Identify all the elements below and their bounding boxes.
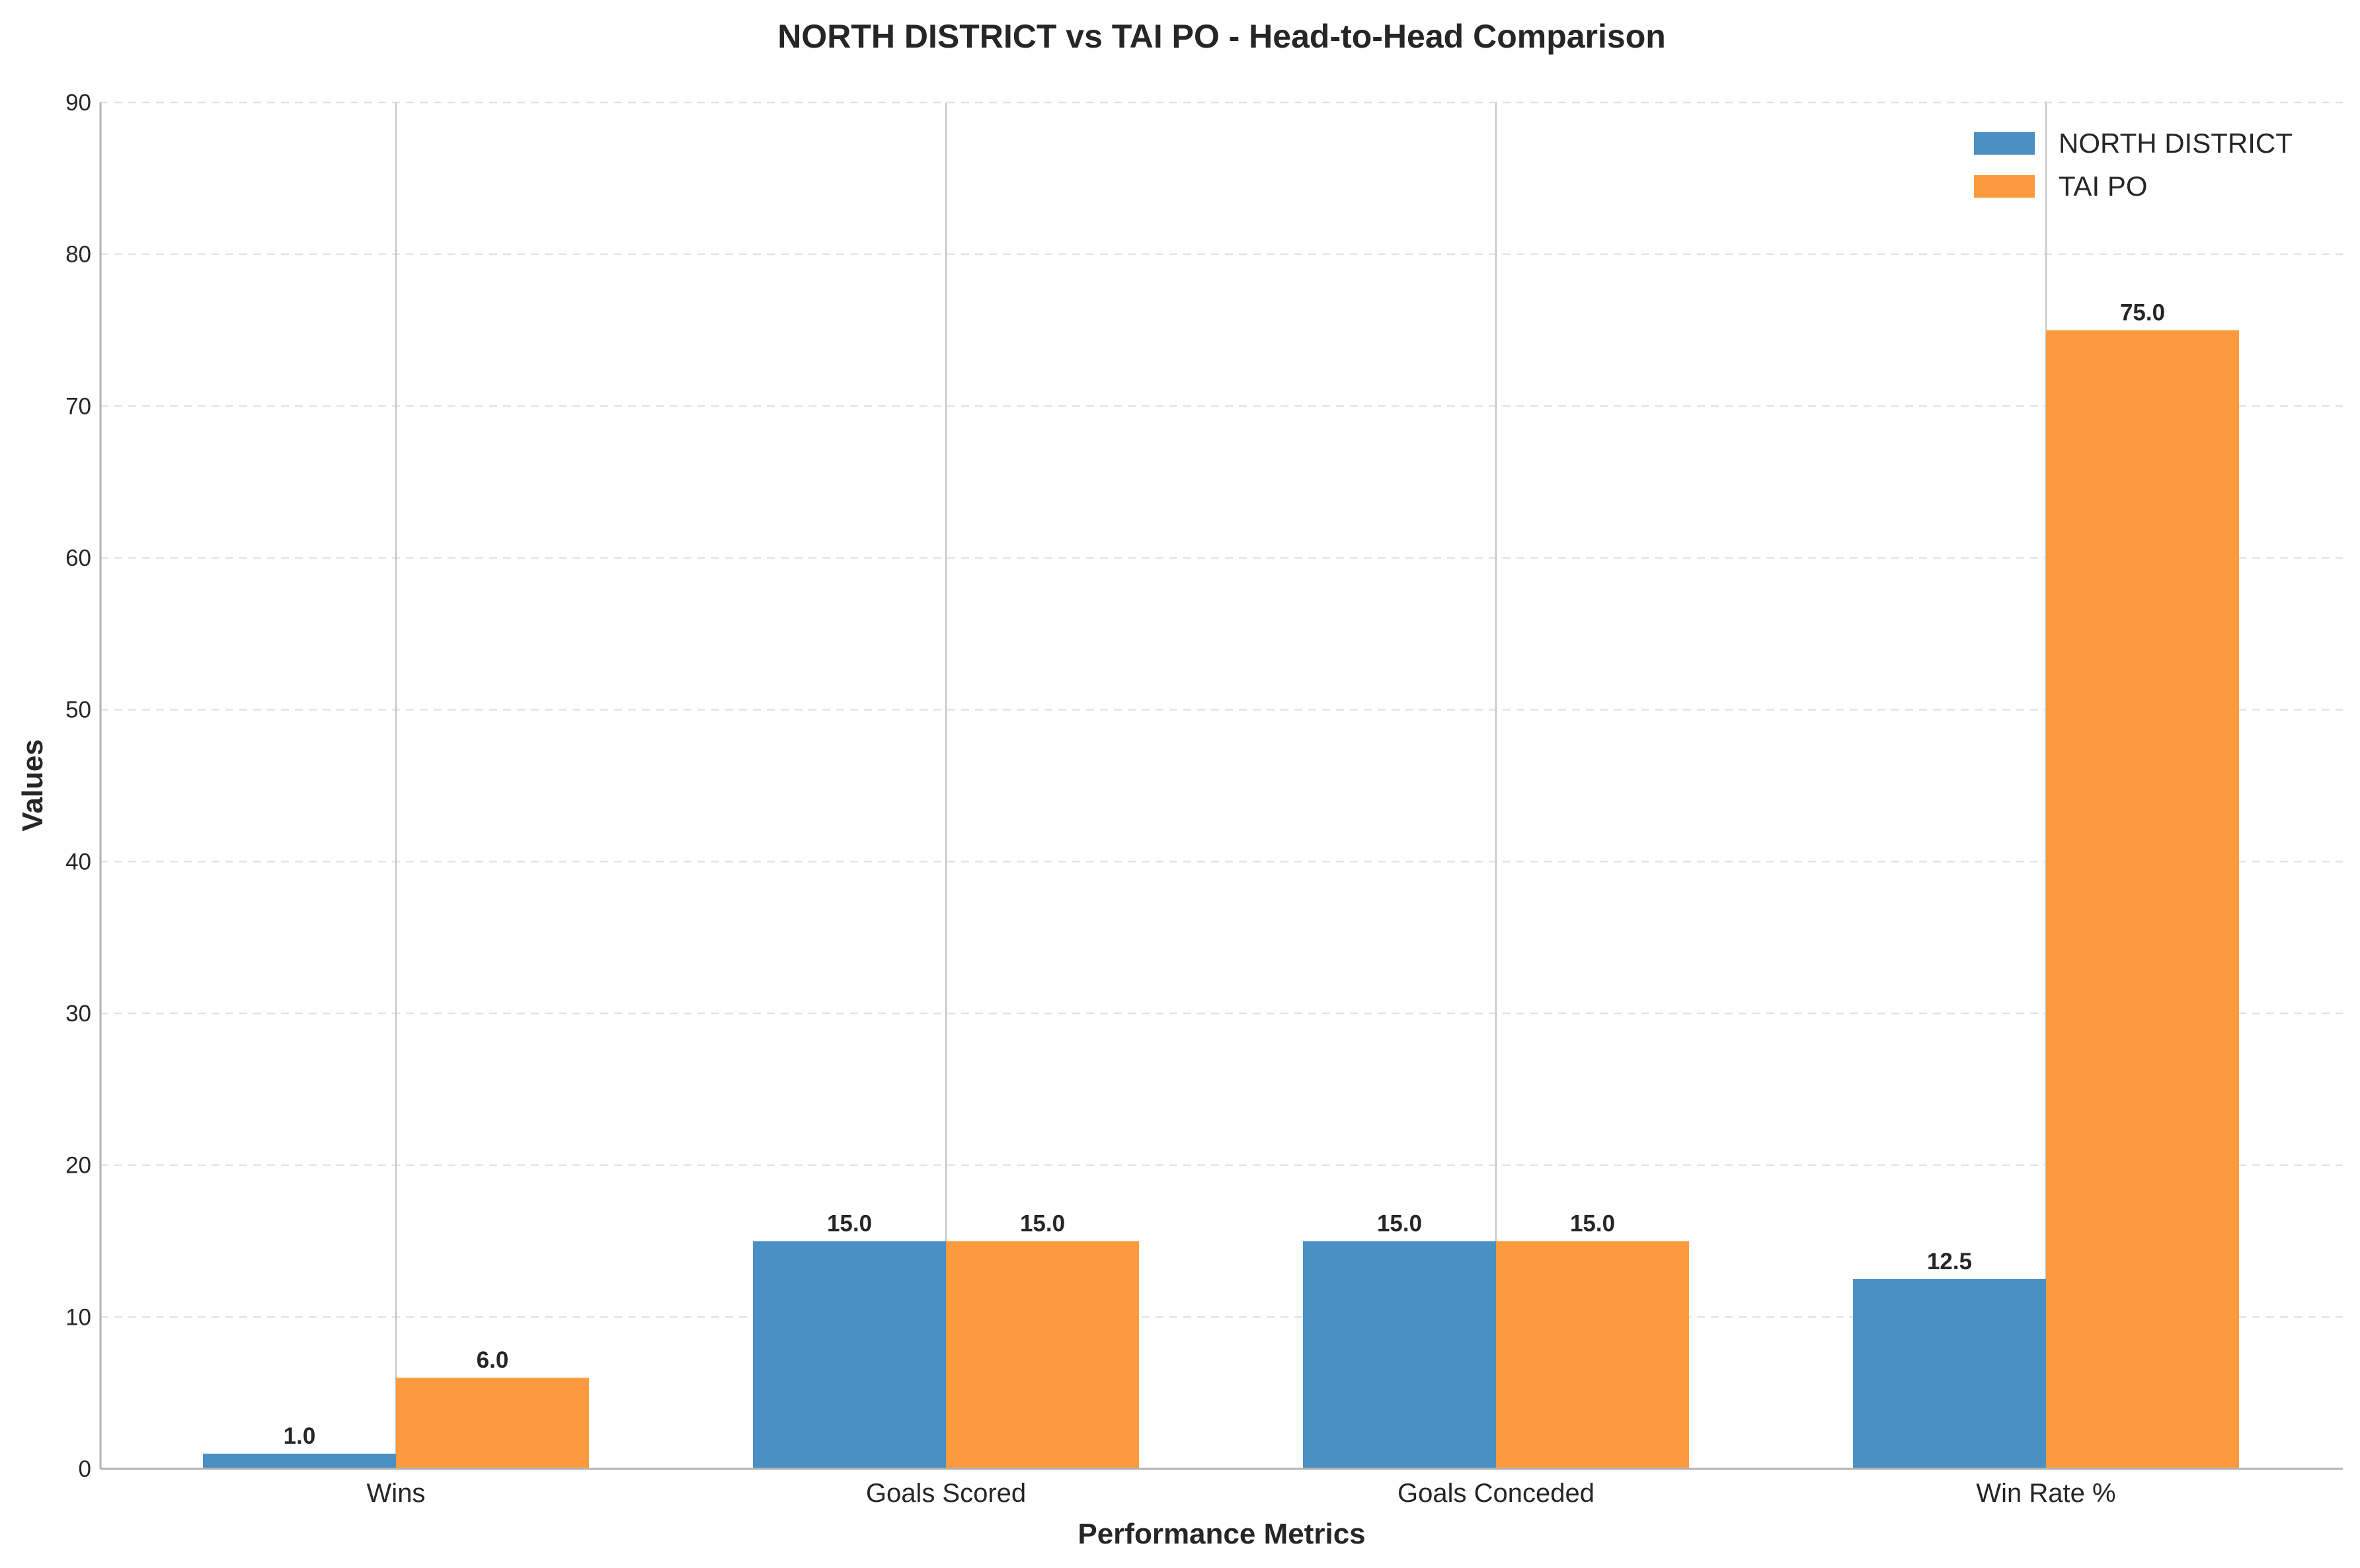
data-label: 15.0 <box>1377 1211 1422 1237</box>
bar <box>753 1241 946 1469</box>
x-tick-label: Win Rate % <box>1976 1479 2115 1508</box>
y-tick-label: 40 <box>65 849 91 875</box>
x-tick-label: Wins <box>367 1479 426 1508</box>
data-label: 1.0 <box>284 1423 316 1449</box>
y-tick-label: 80 <box>65 242 91 268</box>
y-tick-label: 20 <box>65 1153 91 1179</box>
data-labels: 1.0 15.0 15.0 12.5 6.0 15.0 15.0 75.0 <box>284 300 2165 1450</box>
y-tick-label: 70 <box>65 393 91 419</box>
bars <box>203 330 2239 1469</box>
bar <box>1496 1241 1689 1469</box>
y-tick-label: 50 <box>65 697 91 723</box>
y-tick-labels: 0 10 20 30 40 50 60 70 80 90 <box>65 90 91 1482</box>
legend-swatch <box>1974 132 2035 155</box>
y-tick-label: 30 <box>65 1001 91 1027</box>
y-tick-label: 60 <box>65 545 91 571</box>
data-label: 6.0 <box>477 1347 509 1373</box>
y-tick-label: 0 <box>79 1456 91 1482</box>
y-tick-label: 10 <box>65 1304 91 1330</box>
chart-title: NORTH DISTRICT vs TAI PO - Head-to-Head … <box>777 18 1666 55</box>
x-tick-label: Goals Conceded <box>1397 1479 1594 1508</box>
data-label: 15.0 <box>1570 1211 1615 1237</box>
bar <box>203 1454 396 1469</box>
data-label: 12.5 <box>1927 1249 1972 1274</box>
bar <box>1853 1278 2046 1469</box>
data-label: 75.0 <box>2120 300 2165 326</box>
legend-label: NORTH DISTRICT <box>2059 128 2293 159</box>
bar <box>946 1241 1139 1469</box>
x-axis-label: Performance Metrics <box>1078 1518 1365 1550</box>
bar <box>396 1378 589 1469</box>
data-label: 15.0 <box>1020 1211 1065 1237</box>
x-tick-label: Goals Scored <box>866 1479 1026 1508</box>
bar <box>2046 330 2239 1469</box>
y-axis-label: Values <box>17 739 49 831</box>
data-label: 15.0 <box>827 1211 872 1237</box>
bar <box>1303 1241 1496 1469</box>
legend: NORTH DISTRICT TAI PO <box>1974 128 2293 202</box>
axes <box>99 102 2343 1470</box>
legend-swatch <box>1974 175 2035 198</box>
x-tick-labels: Wins Goals Scored Goals Conceded Win Rate % <box>367 1479 2116 1508</box>
legend-label: TAI PO <box>2059 171 2148 202</box>
grid <box>100 101 2343 1469</box>
y-tick-label: 90 <box>65 90 91 116</box>
